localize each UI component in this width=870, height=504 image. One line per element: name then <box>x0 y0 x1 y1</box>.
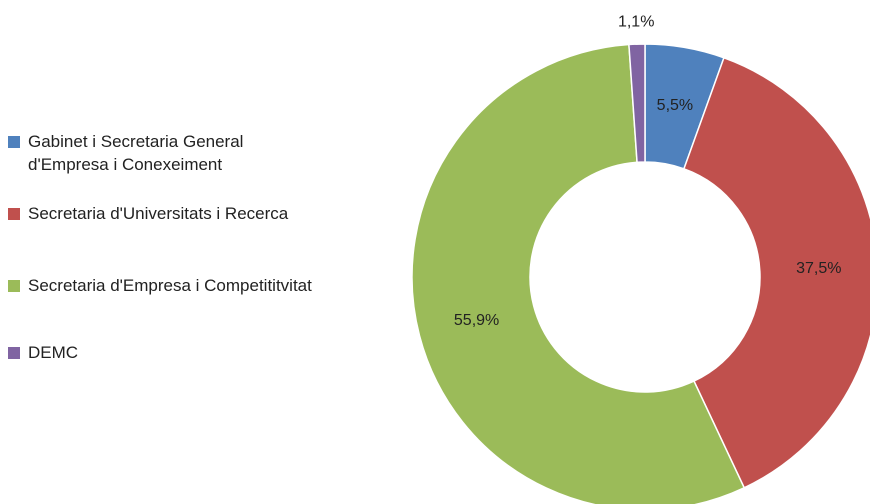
legend-label: Secretaria d'Empresa i Competititvitat <box>28 276 312 295</box>
data-label: 37,5% <box>796 260 841 277</box>
legend-item: Secretaria d'Empresa i Competititvitat <box>8 274 318 297</box>
data-label: 5,5% <box>657 97 693 114</box>
legend-swatch <box>8 136 20 148</box>
legend-item: Gabinet i Secretaria General d'Empresa i… <box>8 130 318 176</box>
donut-slice <box>411 43 746 504</box>
legend-swatch <box>8 208 20 220</box>
legend-item: DEMC <box>8 341 318 364</box>
legend-label: DEMC <box>28 343 79 362</box>
data-label: 55,9% <box>454 312 499 329</box>
legend-item: Secretaria d'Universitats i Recerca <box>8 202 398 225</box>
legend-swatch <box>8 280 20 292</box>
legend-label: Gabinet i Secretaria General d'Empresa i… <box>28 132 244 174</box>
donut-slice <box>682 56 870 489</box>
legend-label: Secretaria d'Universitats i Recerca <box>28 204 289 223</box>
legend-swatch <box>8 347 20 359</box>
data-label: 1,1% <box>618 13 654 30</box>
donut-slice <box>628 43 646 164</box>
